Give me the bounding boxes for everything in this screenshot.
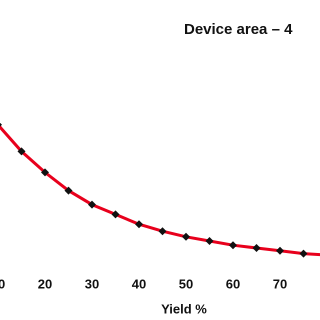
x-tick-label: 40 xyxy=(132,276,146,291)
data-point xyxy=(111,210,120,219)
data-point xyxy=(41,168,49,177)
series-line xyxy=(0,124,320,257)
data-point xyxy=(135,220,143,229)
chart-title: Device area – 4 xyxy=(184,21,293,38)
x-tick-label: 60 xyxy=(226,276,240,291)
x-axis-label: Yield % xyxy=(161,301,207,316)
x-tick-label: 30 xyxy=(85,276,99,291)
data-point xyxy=(205,237,214,245)
data-point xyxy=(64,186,73,195)
data-point xyxy=(88,200,96,209)
data-point xyxy=(299,249,308,258)
x-tick-label: 50 xyxy=(179,276,193,291)
data-point xyxy=(229,241,237,250)
x-tick-label: 70 xyxy=(273,276,287,291)
data-point xyxy=(0,122,2,127)
data-point xyxy=(182,232,190,241)
data-point xyxy=(17,147,26,156)
x-tick-label: 20 xyxy=(38,276,52,291)
data-point xyxy=(158,227,167,236)
x-tick-label: 10 xyxy=(0,276,5,291)
data-point xyxy=(252,244,261,252)
data-point xyxy=(276,246,284,255)
